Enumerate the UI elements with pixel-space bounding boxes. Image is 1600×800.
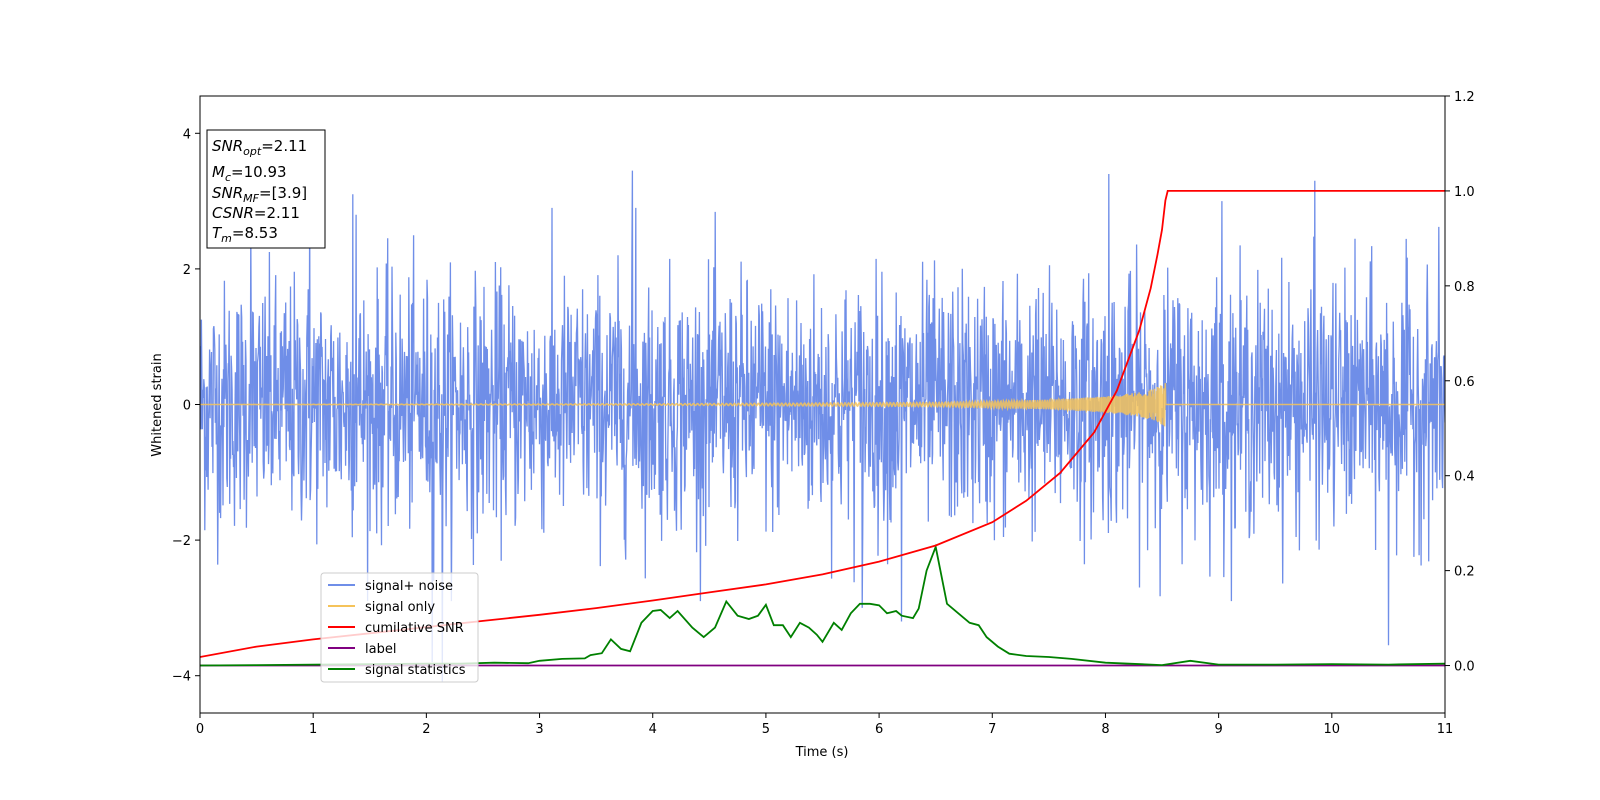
series-signal-only — [200, 383, 1445, 427]
legend-label-signal-only: signal only — [365, 600, 435, 615]
y2-tick-label: 0.2 — [1454, 565, 1475, 580]
y2-tick-label: 0.6 — [1454, 375, 1475, 390]
x-tick-label: 1 — [309, 722, 317, 737]
legend: signal+ noise signal only cumilative SNR… — [320, 572, 479, 683]
x-tick-label: 10 — [1324, 722, 1341, 737]
x-tick-label: 0 — [196, 722, 204, 737]
y-tick-label: 2 — [183, 263, 191, 278]
x-tick-label: 11 — [1437, 722, 1454, 737]
info-snr-opt: SNRopt=2.11 — [212, 137, 307, 158]
y-axis-right: 0.0 0.2 0.4 0.6 0.8 1.0 1.2 — [1445, 90, 1475, 675]
x-tick-label: 6 — [875, 722, 883, 737]
x-tick-label: 3 — [535, 722, 543, 737]
y-tick-label: −2 — [172, 534, 191, 549]
info-csnr: CSNR=2.11 — [212, 204, 300, 222]
series-signal-statistics — [200, 543, 1445, 667]
info-mc: Mc=10.93 — [212, 163, 287, 184]
y2-tick-label: 1.2 — [1454, 90, 1475, 105]
y2-tick-label: 0.0 — [1454, 660, 1475, 675]
x-tick-label: 8 — [1101, 722, 1109, 737]
legend-label-signal-noise: signal+ noise — [365, 579, 453, 594]
x-axis: 0 1 2 3 4 5 6 7 8 9 10 11 — [196, 713, 1453, 737]
y-tick-label: 0 — [183, 399, 191, 414]
x-axis-title: Time (s) — [795, 745, 849, 760]
legend-label-cumulative-snr: cumilative SNR — [365, 621, 464, 636]
y-tick-label: 4 — [183, 127, 191, 142]
x-tick-label: 9 — [1214, 722, 1222, 737]
info-snr-mf: SNRMF=[3.9] — [212, 184, 307, 205]
x-tick-label: 2 — [422, 722, 430, 737]
legend-label-signal-statistics: signal statistics — [365, 663, 466, 678]
y2-tick-label: 0.8 — [1454, 280, 1475, 295]
legend-label-label: label — [365, 642, 396, 657]
x-tick-label: 7 — [988, 722, 996, 737]
y-axis-title: Whitened strain — [150, 353, 165, 456]
y2-tick-label: 1.0 — [1454, 185, 1475, 200]
y-tick-label: −4 — [172, 670, 191, 685]
y-axis-left: −4 −2 0 2 4 — [172, 127, 200, 685]
info-box: SNRopt=2.11 Mc=10.93 SNRMF=[3.9] CSNR=2.… — [206, 129, 326, 249]
y2-tick-label: 0.4 — [1454, 470, 1475, 485]
series-signal-noise — [200, 170, 1445, 683]
x-tick-label: 4 — [649, 722, 657, 737]
x-tick-label: 5 — [762, 722, 770, 737]
info-tm: Tm=8.53 — [212, 224, 278, 245]
